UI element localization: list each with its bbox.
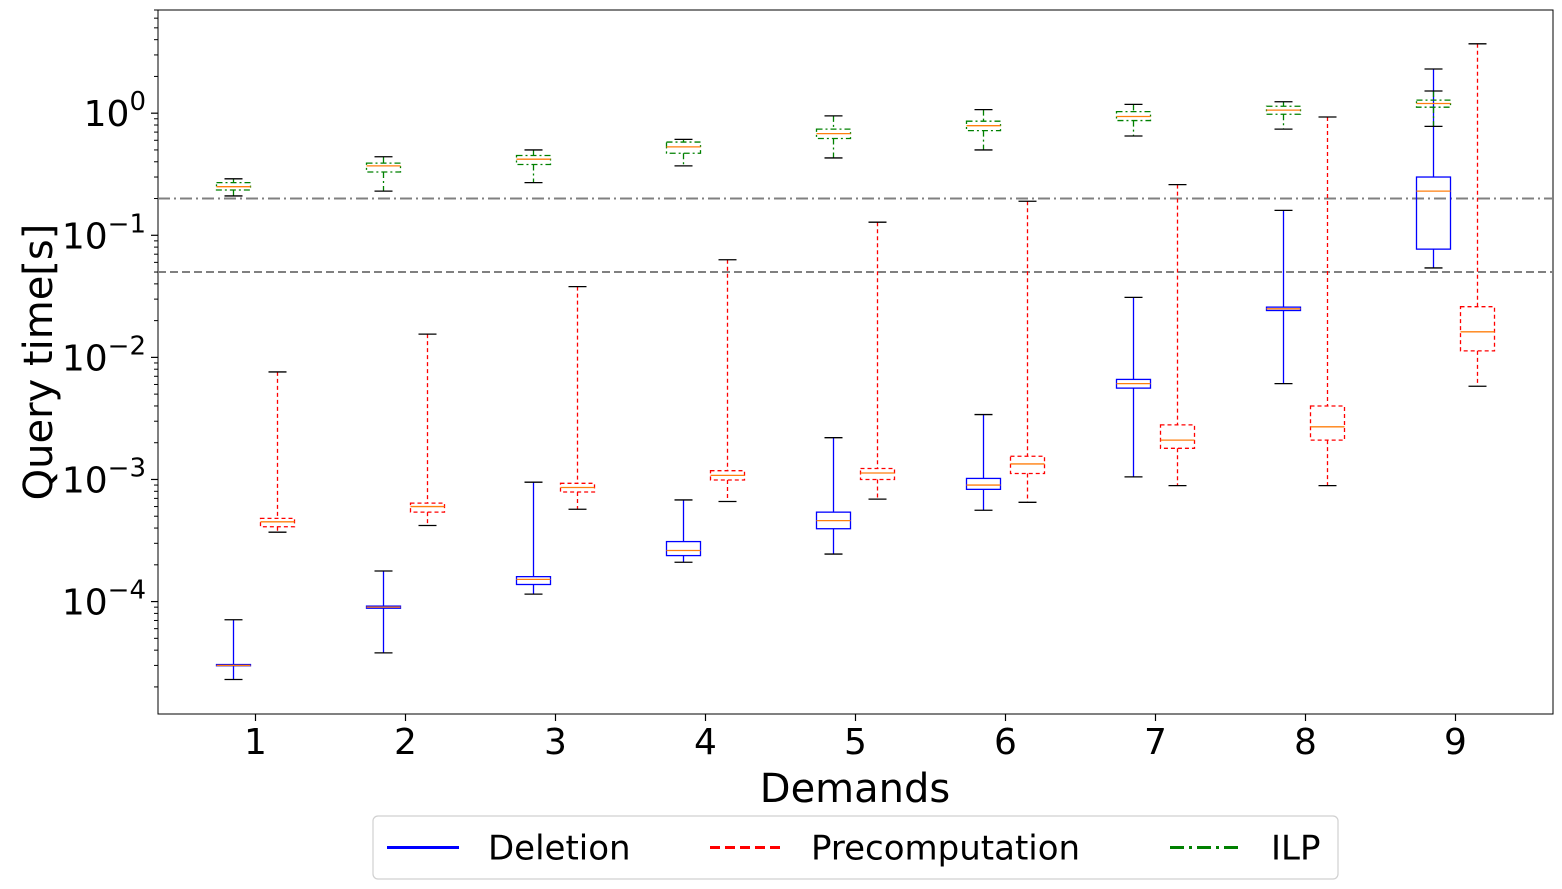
box-iqr (1009, 455, 1046, 475)
box-iqr (1415, 176, 1452, 250)
legend-label: ILP (1271, 829, 1320, 869)
y-axis-label: Query time[s] (16, 224, 62, 501)
box-ilp-2 (365, 156, 402, 192)
box-iqr (1459, 306, 1496, 352)
box-deletion-9 (1415, 68, 1452, 269)
box-deletion-8 (1265, 209, 1302, 385)
box-precomputation-8 (1309, 116, 1346, 487)
box-ilp-8 (1265, 101, 1302, 130)
box-deletion-3 (515, 481, 552, 595)
box-iqr (1159, 424, 1196, 449)
legend-frame (372, 815, 1339, 880)
legend-label: Precomputation (811, 829, 1080, 869)
x-tick-label: 2 (394, 722, 417, 763)
box-ilp-3 (515, 149, 552, 184)
legend-label: Deletion (488, 829, 631, 869)
box-ilp-6 (965, 108, 1002, 151)
box-ilp-9 (1415, 90, 1452, 128)
plot-area: 10−4 10−3 10−2 10−1 100 1 2 3 4 5 6 7 8 9 (62, 9, 1554, 763)
box-precomputation-3 (559, 285, 596, 510)
legend-entry-ilp: ILP (1170, 829, 1320, 869)
x-tick-label: 4 (694, 722, 717, 763)
x-tick-label: 8 (1294, 722, 1317, 763)
box-deletion-6 (965, 413, 1002, 511)
y-tick-label: 10−1 (62, 209, 146, 257)
box-precomputation-6 (1009, 200, 1046, 503)
box-precomputation-2 (409, 333, 446, 527)
box-deletion-7 (1115, 296, 1152, 478)
box-iqr (515, 575, 552, 586)
x-tick-label: 6 (994, 722, 1017, 763)
box-iqr (259, 517, 296, 528)
box-ilp-1 (215, 178, 252, 197)
box-precomputation-4 (709, 259, 746, 503)
x-tick-label: 5 (844, 722, 867, 763)
x-tick-label: 3 (544, 722, 567, 763)
box-iqr (965, 477, 1002, 491)
legend: Deletion Precomputation ILP (372, 815, 1339, 880)
box-iqr (515, 154, 552, 166)
box-deletion-5 (815, 437, 852, 555)
box-deletion-2 (365, 570, 402, 654)
x-axis-label: Demands (760, 766, 950, 812)
box-iqr (409, 502, 446, 513)
box-ilp-5 (815, 115, 852, 159)
box-iqr (365, 162, 402, 173)
x-tick-label: 7 (1144, 722, 1167, 763)
box-deletion-1 (215, 619, 252, 681)
legend-entry-deletion: Deletion (387, 829, 631, 869)
box-iqr (665, 540, 702, 557)
y-tick-label: 10−2 (62, 331, 146, 379)
box-precomputation-1 (259, 371, 296, 533)
box-iqr (1309, 405, 1346, 441)
box-ilp-4 (665, 138, 702, 167)
y-tick-label: 10−3 (62, 453, 146, 501)
box-precomputation-7 (1159, 183, 1196, 487)
box-precomputation-5 (859, 221, 896, 500)
x-tick-label: 1 (244, 722, 267, 763)
box-precomputation-9 (1459, 43, 1496, 387)
box-iqr (859, 467, 896, 481)
y-tick-label: 10−4 (62, 576, 146, 624)
box-iqr (665, 141, 702, 154)
box-deletion-4 (665, 499, 702, 563)
box-ilp-7 (1115, 103, 1152, 137)
legend-entry-precomputation: Precomputation (710, 829, 1080, 869)
y-tick-label: 100 (84, 87, 146, 135)
x-tick-label: 9 (1444, 722, 1467, 763)
